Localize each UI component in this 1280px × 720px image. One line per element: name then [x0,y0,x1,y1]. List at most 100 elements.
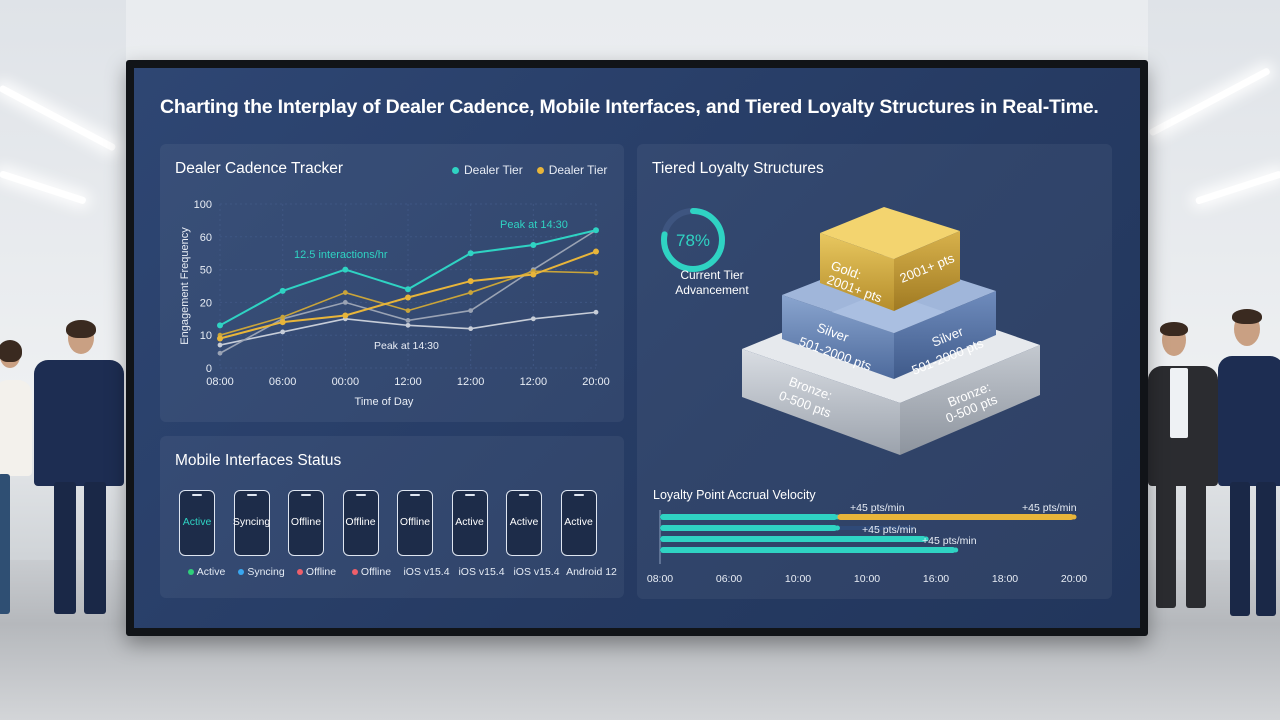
velocity-bar-end [1071,514,1077,520]
series-point-3[interactable] [593,309,599,315]
phone-legend-item: Offline [344,566,399,578]
series-point-3[interactable] [405,322,411,328]
velocity-rate-label: +45 pts/min [850,502,905,514]
phone-notch [464,494,475,496]
series-point-1[interactable] [279,319,286,326]
series-point-1[interactable] [342,312,349,319]
ceiling-light [0,84,117,152]
gauge-caption-line-1: Current Tier [680,268,744,282]
phone-device[interactable]: Active [506,490,542,556]
series-point-1[interactable] [405,294,411,301]
series-point-1[interactable] [467,278,474,285]
velocity-bar[interactable] [837,514,1074,520]
mobile-card: Mobile Interfaces Status [160,436,624,598]
phone-list: Active Syncing Offline Offline Offline Active… [179,490,597,556]
status-dot-icon [296,569,303,576]
series-point-2[interactable] [342,290,348,295]
series-point-0[interactable] [593,227,599,234]
series-point-1[interactable] [530,271,537,278]
bronze-tier-front[interactable] [742,349,900,455]
series-point-3[interactable] [468,326,474,332]
loyalty-title: Tiered Loyalty Structures [652,160,824,177]
silver-tier-side[interactable] [894,291,996,379]
x-tick-label: 12:00 [394,376,422,388]
series-point-3[interactable] [280,329,286,335]
velocity-x-tick: 10:00 [785,573,811,585]
ceiling-light [0,170,87,205]
x-tick-label: 08:00 [206,376,234,388]
velocity-bar[interactable] [660,525,838,531]
series-point-0[interactable] [405,286,411,293]
phone-device[interactable]: Active [179,490,215,556]
velocity-x-tick: 18:00 [992,573,1018,585]
series-point-4[interactable] [342,300,348,305]
silver-tier-front[interactable] [782,295,894,379]
series-point-0[interactable] [530,242,537,248]
gold-tier-side[interactable] [894,231,960,311]
phone-device[interactable]: Offline [342,490,379,556]
legend-item-1[interactable]: Dealer Tier [452,163,523,177]
series-point-3[interactable] [530,316,536,322]
series-point-1[interactable] [593,248,599,255]
person-man-right-2 [1212,309,1280,622]
peak-annotation-top: Peak at 14:30 [500,219,568,231]
phone-status-label: Active [455,516,484,528]
velocity-x-tick: 10:00 [854,573,880,585]
phone-device[interactable]: Offline [288,490,324,556]
gold-tier-front[interactable] [820,233,894,311]
gold-tier-top[interactable] [820,207,960,259]
series-point-0[interactable] [279,287,286,294]
velocity-bar[interactable] [660,536,927,542]
phone-device[interactable]: Syncing [233,490,270,556]
bronze-tier-side[interactable] [900,345,1040,455]
phone-legend-label: Offline [360,566,392,578]
series-point-0[interactable] [217,322,223,329]
series-point-2[interactable] [593,270,599,276]
status-dot-icon [187,569,194,576]
series-point-0[interactable] [342,266,349,273]
phone-legend: Active Syncing Offline Offline iOS v15.4 iOS … [179,566,619,578]
x-tick-label: 00:00 [332,376,360,388]
phone-status-label: Offline [399,516,431,528]
phone-status-label: Offline [345,516,376,528]
x-tick-label: 12:00 [457,376,485,388]
phone-legend-label: Active [196,566,226,578]
phone-legend-label: iOS v15.4 [513,566,560,578]
velocity-rate-label: +45 pts/min [1022,502,1077,514]
phone-legend-item: iOS v15.4 [399,566,454,578]
series-point-3[interactable] [217,342,223,348]
phone-device[interactable]: Active [560,490,597,556]
x-tick-label: 20:00 [582,376,610,388]
phone-status-label: Syncing [232,516,271,528]
series-point-4[interactable] [405,318,411,323]
series-point-1[interactable] [217,335,223,342]
mobile-title: Mobile Interfaces Status [175,452,342,469]
velocity-bar-end [953,547,959,553]
series-point-2[interactable] [468,290,474,295]
series-point-4[interactable] [217,350,223,356]
phone-legend-item: Offline [289,566,344,578]
velocity-rate-label: +45 pts/min [922,535,977,547]
velocity-bar-end [834,525,840,531]
phone-device[interactable]: Offline [397,490,433,556]
phone-legend-label: iOS v15.4 [458,566,505,578]
legend-dot-1 [452,167,459,175]
series-point-2[interactable] [405,308,411,313]
legend-item-2[interactable]: Dealer Tier [536,163,607,177]
person-man-right-1 [1146,322,1218,614]
series-point-0[interactable] [467,250,474,257]
velocity-bar[interactable] [660,514,838,520]
y-tick-label: 60 [200,232,212,244]
series-point-2[interactable] [280,314,286,320]
y-tick-label: 0 [206,363,212,375]
velocity-bar[interactable] [660,547,956,553]
phone-device[interactable]: Active [451,490,488,556]
person-woman-left [0,340,40,620]
gauge-caption-line-2: Advancement [675,283,749,297]
velocity-x-tick: 20:00 [1061,573,1087,585]
series-point-4[interactable] [468,308,474,313]
status-dot-icon [351,569,358,576]
gauge-value: 78% [676,231,710,250]
velocity-x-tick: 08:00 [647,573,673,585]
cadence-title: Dealer Cadence Tracker [175,160,343,177]
